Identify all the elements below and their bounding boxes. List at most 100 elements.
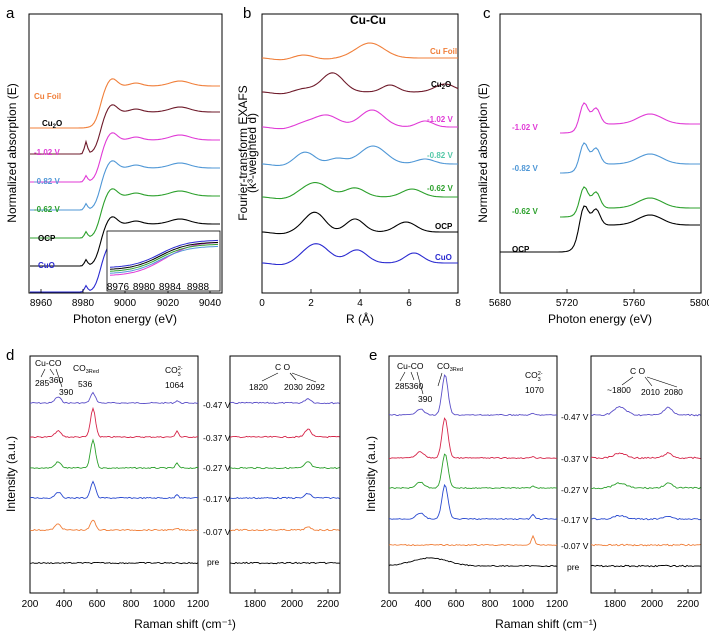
panel-b-curve-ocp — [261, 211, 458, 235]
panel-a-curve-cufoil — [30, 78, 220, 129]
d-pot-037: -0.37 V — [203, 433, 231, 443]
d-anno-cuco: Cu-CO — [35, 358, 62, 368]
d-anno-1820: 1820 — [249, 382, 268, 392]
panel-a-inset-curve-0 — [109, 242, 219, 276]
d-anno-co3red: CO3Red — [73, 363, 99, 375]
panel-e-left-curve-047 — [388, 374, 558, 417]
panel-b-tick-label-6: 6 — [406, 298, 412, 309]
panel-a-curve-v062 — [30, 188, 220, 239]
panel-b-curve-cu2o — [261, 72, 459, 95]
panel-c-label-v082: -0.82 V — [512, 164, 538, 173]
panel-b-label-cufoil: Cu Foil — [430, 47, 457, 56]
d-anno-co-lines — [261, 372, 317, 383]
panel-a-label-v062: -0.62 V — [34, 205, 60, 214]
panel-e-right-curve-027 — [591, 482, 701, 490]
e-anno-2010: 2010 — [641, 387, 660, 397]
d-pot-027: -0.27 V — [203, 463, 231, 473]
panel-d-right-curve-047 — [230, 397, 340, 405]
e-anno-285: 285 — [395, 381, 409, 391]
panel-d-left-curve-037 — [29, 406, 199, 439]
panel-b-tick-label-8: 8 — [455, 298, 461, 309]
panel-c-tick-label-5800: 5800 — [690, 298, 709, 309]
panel-letter-e: e — [369, 347, 377, 364]
panel-c-curves — [500, 102, 700, 253]
panel-c-ticks: 5680 5720 5760 5800 — [489, 289, 709, 309]
panel-a-curve-cu2o — [30, 104, 220, 155]
panel-e-left-frame — [388, 355, 558, 594]
panel-b-label-v062: -0.62 V — [427, 184, 453, 193]
d-anno-285: 285 — [35, 378, 49, 388]
e-anno-cuco: Cu-CO — [397, 361, 424, 371]
panel-c-tick-label-5720: 5720 — [556, 298, 579, 309]
inset-tick-8988: 8988 — [187, 282, 210, 293]
panel-a-label-cu2o: Cu2O — [42, 119, 62, 130]
e-anno-360: 360 — [409, 381, 423, 391]
panel-a-tick-label-8960: 8960 — [30, 298, 53, 309]
panel-a-xlabel: Photon energy (eV) — [73, 312, 177, 326]
panel-c-curve-0 — [560, 102, 700, 134]
panel-a-curve-v102 — [30, 132, 220, 183]
panel-d-right-tick-label-1800: 1800 — [244, 599, 267, 610]
panel-letter-b: b — [243, 5, 251, 22]
panel-c-curve-3 — [500, 205, 700, 253]
panel-b-curves — [261, 42, 459, 266]
panel-c-tick-label-5680: 5680 — [489, 298, 512, 309]
panel-a-label-cufoil: Cu Foil — [34, 92, 61, 101]
panel-b-curve-v062 — [261, 182, 458, 200]
panel-b-label-cuo: CuO — [435, 253, 452, 262]
panel-b-label-cu2o: Cu2O — [431, 80, 451, 91]
panel-d-right-tick-label-2000: 2000 — [281, 599, 304, 610]
panel-e-left-tick-label-200: 200 — [381, 599, 398, 610]
panel-a-curves — [30, 78, 220, 293]
panel-e-right-curve-007 — [590, 543, 701, 547]
e-pot-017: -0.17 V — [561, 515, 589, 525]
panel-d-left-tick-label-400: 400 — [56, 599, 73, 610]
e-pot-047: -0.47 V — [561, 412, 589, 422]
d-pot-007: -0.07 V — [203, 527, 231, 537]
panel-a-label-v102: -1.02 V — [34, 148, 60, 157]
panel-b: 0 2 4 6 8 Cu-Cu R (Å) Fourier-transform EXAF… — [236, 13, 461, 326]
e-pot-037: -0.37 V — [561, 454, 589, 464]
panel-a-tick-label-9040: 9040 — [199, 298, 222, 309]
panel-a-curve-ocp — [30, 216, 220, 267]
d-pot-017: -0.17 V — [203, 494, 231, 504]
panel-e-left-curve-027 — [389, 453, 558, 489]
e-pot-pre: pre — [567, 562, 580, 572]
panel-c-curve-2 — [560, 186, 700, 218]
panel-a-label-cuo: CuO — [38, 261, 55, 270]
d-anno-2030: 2030 — [284, 382, 303, 392]
panel-e-left-curve-pre — [388, 557, 558, 567]
panel-d-right-curve-007 — [229, 526, 340, 532]
panel-d-left-tick-label-1000: 1000 — [153, 599, 176, 610]
panel-d-ticks: 200 400 600 800 1000 1200 1800 2000 2200 — [22, 589, 340, 610]
panel-c: 5680 5720 5760 5800 Photon energy (eV) Norm… — [476, 13, 709, 326]
d-anno-cuco-lines — [40, 368, 63, 388]
panel-a-curve-v082 — [30, 160, 220, 211]
panel-d-ylabel: Intensity (a.u.) — [4, 436, 18, 512]
panel-c-curve-1 — [560, 142, 700, 174]
panel-letter-a: a — [6, 5, 15, 22]
panel-d-left-tick-label-600: 600 — [89, 599, 106, 610]
panel-b-label-ocp: OCP — [435, 222, 453, 231]
panel-b-tick-label-4: 4 — [357, 298, 363, 309]
e-anno-390: 390 — [418, 394, 432, 404]
panel-b-curve-cuo — [261, 243, 458, 266]
panel-e-xlabel: Raman shift (cm⁻¹) — [495, 617, 597, 631]
panel-e-left-curve-017 — [389, 483, 558, 521]
e-pot-027: -0.27 V — [561, 485, 589, 495]
panel-letter-d: d — [6, 347, 14, 364]
d-pot-pre: pre — [207, 557, 220, 567]
panel-b-ylabel: Fourier-transform EXAFS — [236, 85, 250, 220]
panel-e-right-tick-label-2200: 2200 — [677, 599, 700, 610]
e-anno-co-lines — [621, 376, 678, 388]
panel-e-ticks: 200 400 600 800 1000 1200 1800 2000 2200 — [381, 589, 700, 610]
panel-a-tick-label-9000: 9000 — [114, 298, 137, 309]
d-anno-co3: CO2-3 — [165, 365, 183, 378]
d-anno-2092: 2092 — [306, 382, 325, 392]
panel-e-left-tick-label-800: 800 — [482, 599, 499, 610]
panel-c-frame — [499, 13, 702, 294]
panel-c-label-v062: -0.62 V — [512, 207, 538, 216]
panel-d-left-curve-017 — [29, 480, 199, 500]
panel-d-right-curve-037 — [229, 428, 340, 439]
panel-a-ticks: 8960 8980 9000 9020 9040 — [30, 289, 222, 309]
